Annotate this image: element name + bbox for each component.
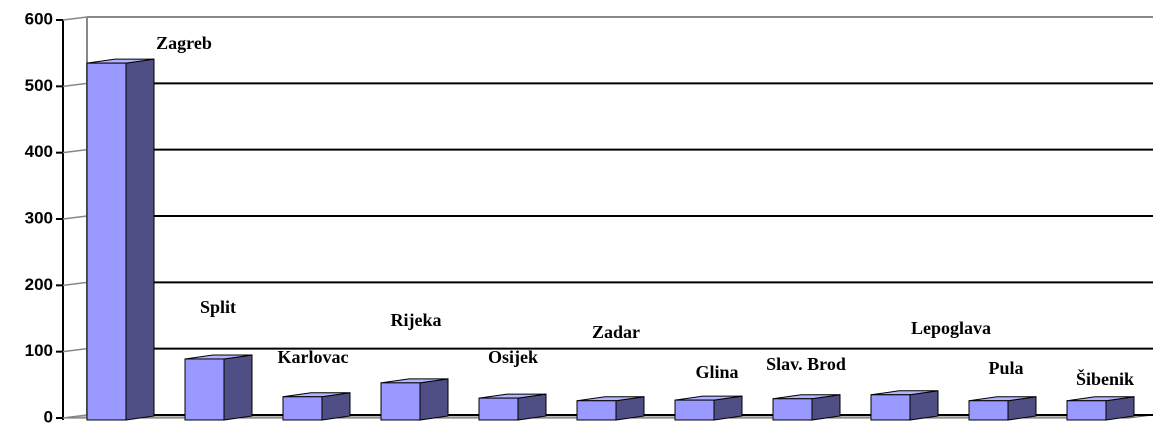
category-label: Osijek [488, 347, 538, 367]
y-tick-label: 100 [25, 341, 53, 360]
bar [282, 392, 351, 421]
bar-front [576, 400, 617, 421]
grid-line [62, 82, 88, 88]
category-label: Zadar [592, 322, 640, 342]
y-tick-label: 0 [44, 407, 53, 426]
bar-side [419, 378, 449, 421]
bar-front [772, 398, 813, 421]
bar [576, 396, 645, 421]
bar-front [184, 358, 225, 421]
grid-line [62, 414, 88, 419]
y-tick-label: 400 [25, 142, 53, 161]
category-label: Karlovac [278, 347, 349, 367]
category-label: Slav. Brod [766, 354, 846, 374]
bar-front [478, 397, 519, 421]
category-label: Lepoglava [911, 318, 991, 338]
bar [86, 58, 155, 421]
bar [674, 395, 743, 421]
y-tick-label: 300 [25, 208, 53, 227]
category-label: Rijeka [391, 310, 442, 330]
bar-front [674, 399, 715, 421]
bar [870, 390, 939, 421]
bar [184, 354, 253, 421]
category-label: Pula [988, 358, 1023, 378]
bar-front [282, 396, 323, 421]
bar-side [125, 58, 155, 421]
bar-front [870, 394, 911, 421]
bar [1066, 396, 1135, 421]
bar [478, 393, 547, 421]
grid-line [62, 215, 88, 220]
grid-line [62, 148, 88, 154]
category-label: Split [200, 297, 236, 317]
grid-line [62, 16, 88, 21]
bar-front [1066, 400, 1107, 421]
bar-side [321, 392, 351, 421]
category-label: Zagreb [156, 33, 212, 53]
bar-side [223, 354, 253, 421]
category-label: Šibenik [1076, 368, 1134, 389]
bar-side [909, 390, 939, 421]
bar-front [86, 62, 127, 421]
grid-line [62, 347, 88, 353]
y-tick-label: 600 [25, 9, 53, 28]
category-label: Glina [695, 362, 738, 382]
bar-front [968, 400, 1009, 421]
y-tick-label: 500 [25, 76, 53, 95]
y-tick-label: 200 [25, 275, 53, 294]
bar-front [380, 382, 421, 421]
bar [968, 396, 1037, 421]
bar [380, 378, 449, 421]
bar [772, 394, 841, 421]
grid-line [62, 281, 88, 287]
